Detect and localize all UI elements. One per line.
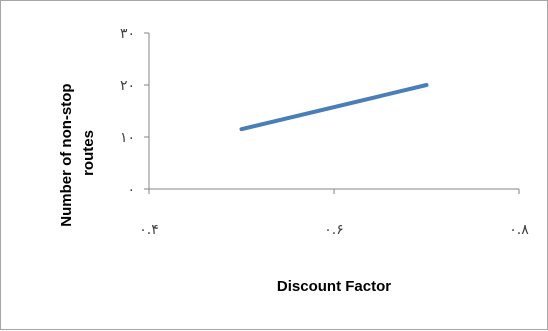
y-tick-label: ۰: [127, 182, 135, 198]
y-axis-title-line-1: Number of non-stop: [58, 83, 75, 226]
chart-axes: [148, 33, 519, 190]
y-axis-ticks: ۰ ۱۰ ۲۰ ۳۰: [120, 26, 149, 198]
x-tick-label: ۰.۴: [139, 222, 159, 238]
series-line: [239, 83, 429, 132]
x-tick-label: ۰.۸: [509, 222, 529, 238]
x-tick-label: ۰.۶: [324, 222, 344, 238]
y-axis-title: Number of non-stop routes: [58, 79, 97, 227]
x-axis-title: Discount Factor: [277, 278, 391, 295]
x-axis-ticks: ۰.۴ ۰.۶ ۰.۸: [139, 189, 529, 238]
y-axis-title-line-2: routes: [80, 130, 97, 176]
y-tick-label: ۱۰: [120, 130, 135, 146]
y-tick-label: ۳۰: [120, 26, 135, 42]
y-tick-label: ۲۰: [120, 78, 135, 94]
series-layer: [239, 83, 429, 132]
